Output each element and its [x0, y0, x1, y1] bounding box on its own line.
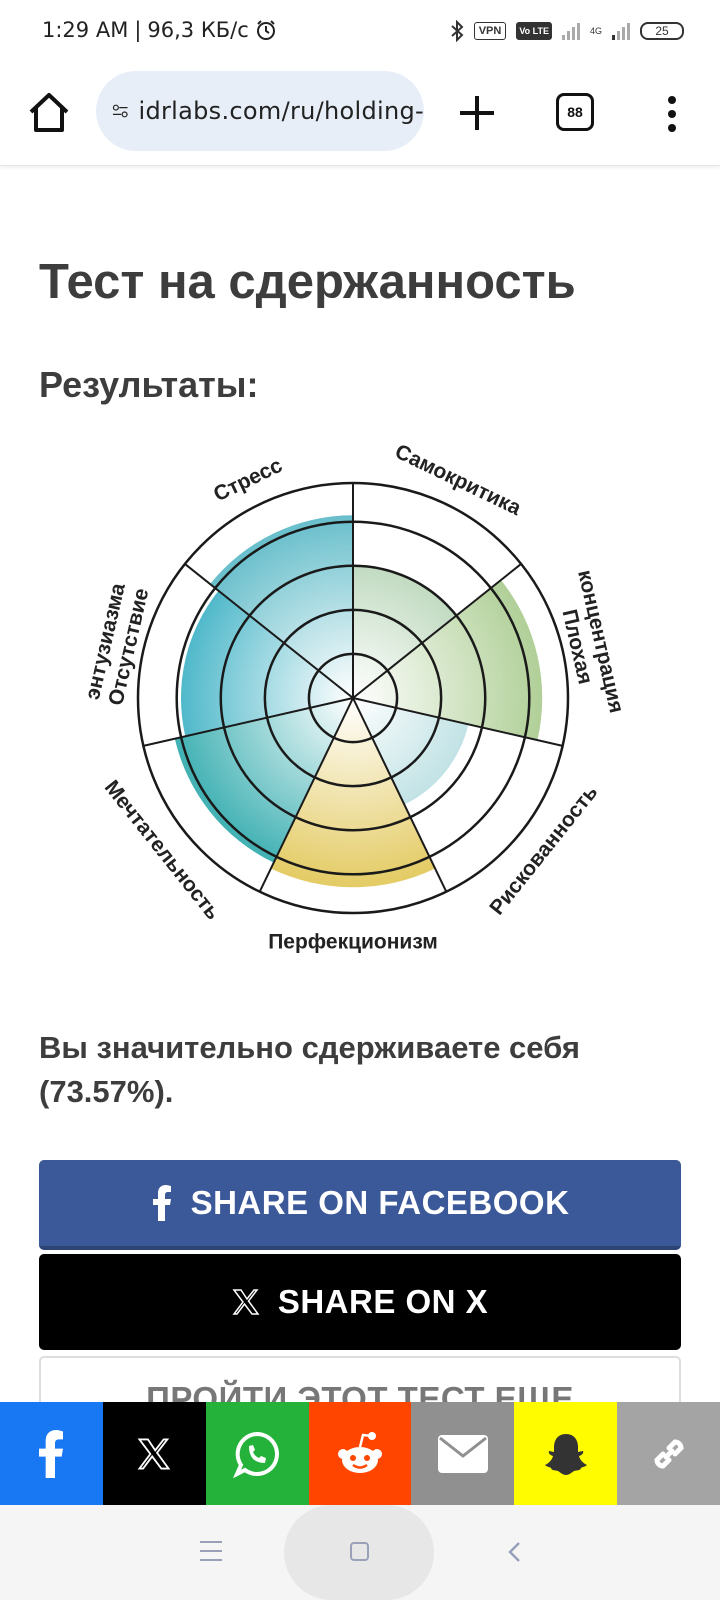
facebook-icon: [152, 1185, 171, 1221]
home-nav-icon[interactable]: [350, 1542, 369, 1561]
facebook-icon: [39, 1429, 64, 1478]
home-icon[interactable]: [26, 90, 72, 136]
overflow-menu-icon[interactable]: [662, 92, 682, 136]
chart-spoke-6: [184, 563, 354, 699]
x-icon: [232, 1289, 260, 1315]
vpn-badge: VPN: [473, 22, 507, 40]
signal-icon: [561, 22, 580, 40]
social-share-bar: [0, 1402, 720, 1505]
battery-icon: 25: [640, 22, 684, 40]
chart-spoke-3: [352, 697, 448, 893]
chart-category-label-2: Рискованность: [485, 781, 602, 920]
tab-count: 88: [567, 104, 583, 120]
share-bar-reddit[interactable]: [308, 1402, 412, 1505]
share-bar-whatsapp[interactable]: [205, 1402, 309, 1505]
whatsapp-icon: [233, 1431, 280, 1478]
results-heading: Результаты:: [39, 364, 259, 405]
page-title: Тест на сдержанность: [39, 255, 576, 309]
volte-badge: Vo LTE: [516, 22, 552, 40]
status-time: 1:29 AM: [42, 18, 129, 42]
status-right: VPN Vo LTE 4G 25: [450, 20, 684, 42]
chart-category-label-0: Самокритика: [391, 440, 525, 520]
share-bar-x[interactable]: [102, 1402, 206, 1505]
share-x-button[interactable]: SHARE ON X: [39, 1254, 681, 1350]
chart-spoke-5: [143, 697, 354, 747]
status-left: 1:29 AM | 96,3 КБ/с: [42, 18, 277, 42]
bluetooth-icon: [451, 20, 464, 42]
chart-sector-2: [353, 698, 469, 805]
results-radial-chart: СамокритикаПлохаяконцентрацияРискованнос…: [81, 440, 628, 954]
status-bar: 1:29 AM | 96,3 КБ/с VPN Vo LTE 4G 25: [0, 0, 720, 66]
chart-category-label-3: Перфекционизм: [268, 931, 438, 954]
network-speed: 96,3 КБ/с: [147, 18, 249, 42]
link-icon: [654, 1438, 684, 1469]
address-bar[interactable]: idrlabs.com/ru/holding-: [96, 71, 424, 151]
share-facebook-label: SHARE ON FACEBOOK: [190, 1184, 570, 1221]
site-settings-icon[interactable]: [112, 96, 129, 126]
snapchat-icon: [544, 1433, 587, 1475]
back-icon[interactable]: [500, 1537, 530, 1567]
chart-sector-6: [210, 515, 353, 698]
email-icon: [437, 1434, 488, 1473]
share-bar-email[interactable]: [411, 1402, 515, 1505]
result-text: Вы значительно сдерживаете себя (73.57%)…: [39, 1030, 580, 1109]
system-nav-bar: [0, 1505, 720, 1600]
chart-spoke-2: [352, 697, 563, 747]
alarm-icon: [256, 20, 275, 40]
network-type: 4G: [589, 26, 602, 36]
battery-level: 25: [655, 24, 669, 38]
reddit-icon: [338, 1431, 382, 1473]
x-icon: [137, 1438, 171, 1469]
chart-sector-4: [174, 698, 353, 863]
share-x-label: SHARE ON X: [277, 1283, 489, 1320]
chart-spoke-4: [258, 697, 354, 893]
share-bar-copy-link[interactable]: [617, 1402, 720, 1505]
browser-toolbar: idrlabs.com/ru/holding- 88: [0, 66, 720, 166]
chart-sector-1: [353, 580, 543, 741]
chart-sector-0: [353, 564, 458, 698]
signal-icon-2: [612, 22, 630, 40]
tab-switcher-button[interactable]: 88: [556, 93, 594, 131]
recents-icon[interactable]: [200, 1541, 222, 1561]
chart-spoke-1: [352, 563, 522, 699]
url-text: idrlabs.com/ru/holding-: [138, 97, 424, 125]
share-facebook-button[interactable]: SHARE ON FACEBOOK: [39, 1160, 681, 1250]
new-tab-icon[interactable]: [454, 90, 500, 136]
share-bar-snapchat[interactable]: [514, 1402, 618, 1505]
chart-sector-3: [270, 698, 436, 888]
share-bar-facebook[interactable]: [0, 1402, 103, 1505]
